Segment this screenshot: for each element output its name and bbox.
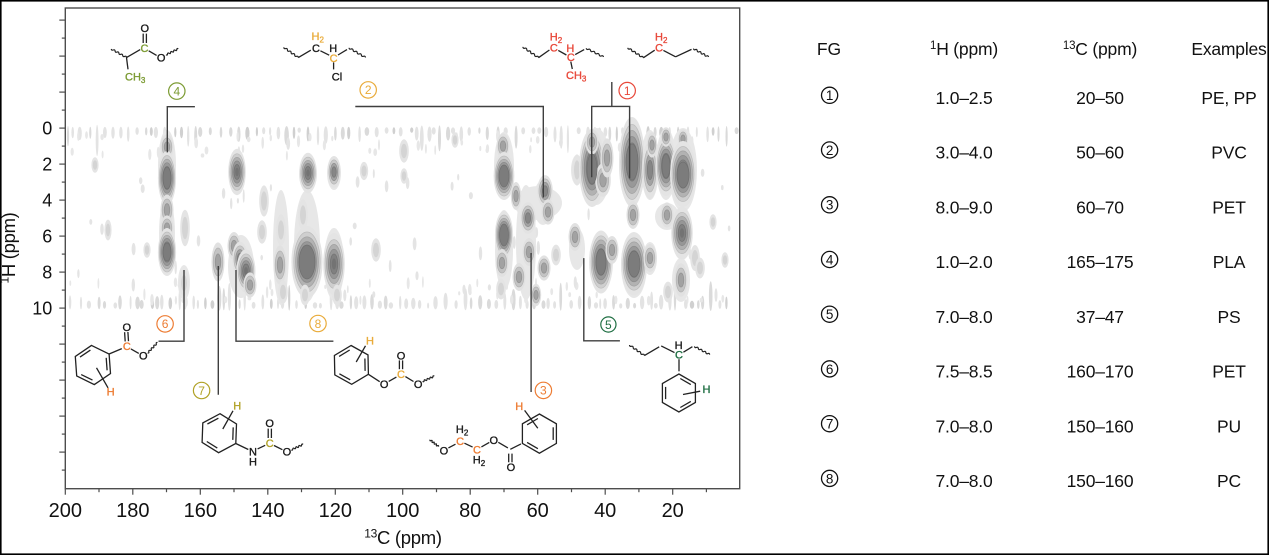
svg-text:H: H: [249, 457, 257, 469]
svg-text:150–160: 150–160: [1067, 471, 1134, 491]
svg-text:CH3: CH3: [566, 70, 587, 84]
svg-text:1: 1: [826, 88, 834, 103]
svg-text:C: C: [473, 444, 481, 456]
svg-text:7.0–8.0: 7.0–8.0: [936, 471, 993, 491]
svg-text:20: 20: [662, 500, 684, 522]
svg-text:O: O: [139, 351, 148, 363]
svg-text:160–170: 160–170: [1067, 362, 1134, 382]
svg-text:PU: PU: [1217, 416, 1241, 436]
svg-text:8.0–9.0: 8.0–9.0: [936, 197, 993, 217]
svg-text:3.0–4.0: 3.0–4.0: [936, 143, 993, 163]
svg-text:40: 40: [594, 500, 616, 522]
svg-text:3: 3: [826, 198, 834, 213]
svg-text:C: C: [141, 43, 149, 55]
svg-text:C: C: [266, 438, 274, 450]
svg-text:1H (ppm): 1H (ppm): [930, 39, 998, 59]
svg-text:O: O: [440, 445, 449, 457]
svg-text:2: 2: [826, 143, 834, 158]
svg-text:O: O: [283, 447, 292, 459]
svg-text:O: O: [123, 322, 132, 334]
svg-text:5: 5: [826, 307, 834, 322]
svg-text:0: 0: [42, 119, 52, 139]
svg-text:PVC: PVC: [1211, 143, 1246, 163]
svg-text:3: 3: [540, 384, 547, 398]
svg-text:C: C: [675, 350, 683, 362]
svg-text:6: 6: [162, 317, 169, 331]
svg-text:7.5–8.5: 7.5–8.5: [936, 362, 993, 382]
svg-text:O: O: [397, 350, 406, 362]
svg-text:H: H: [566, 43, 574, 55]
svg-text:C: C: [550, 43, 558, 55]
svg-text:10: 10: [32, 299, 52, 319]
svg-text:C: C: [655, 43, 663, 55]
svg-text:4: 4: [42, 191, 52, 211]
svg-text:PLA: PLA: [1213, 252, 1246, 272]
svg-text:PET: PET: [1212, 197, 1246, 217]
svg-text:1.0–2.0: 1.0–2.0: [936, 252, 993, 272]
svg-text:O: O: [414, 379, 423, 391]
svg-text:O: O: [157, 53, 166, 65]
svg-text:5: 5: [605, 318, 612, 332]
svg-text:2: 2: [42, 155, 52, 175]
svg-text:PC: PC: [1217, 471, 1241, 491]
svg-text:20–50: 20–50: [1076, 88, 1124, 108]
svg-text:1H (ppm): 1H (ppm): [0, 212, 19, 283]
svg-text:Examples: Examples: [1191, 39, 1267, 59]
svg-text:C: C: [397, 369, 405, 381]
svg-text:8: 8: [315, 317, 322, 331]
svg-text:6: 6: [826, 362, 834, 377]
svg-text:37–47: 37–47: [1076, 307, 1124, 327]
svg-text:6: 6: [42, 227, 52, 247]
svg-text:O: O: [141, 23, 150, 35]
svg-text:H: H: [366, 336, 374, 348]
svg-text:160: 160: [184, 500, 217, 522]
svg-text:N: N: [249, 447, 257, 459]
svg-text:H: H: [703, 384, 711, 396]
svg-text:1: 1: [624, 84, 631, 98]
svg-text:120: 120: [319, 500, 352, 522]
svg-text:FG: FG: [817, 39, 841, 59]
svg-text:7: 7: [198, 384, 205, 398]
svg-text:H: H: [233, 401, 241, 413]
svg-text:165–175: 165–175: [1067, 252, 1134, 272]
svg-text:C: C: [567, 52, 575, 64]
svg-text:8: 8: [42, 263, 52, 283]
svg-text:60: 60: [527, 500, 549, 522]
svg-text:150–160: 150–160: [1067, 416, 1134, 436]
svg-text:8: 8: [826, 471, 834, 486]
svg-text:O: O: [507, 462, 516, 474]
svg-text:O: O: [490, 435, 499, 447]
svg-text:C: C: [330, 53, 338, 65]
svg-text:O: O: [265, 418, 274, 430]
svg-text:PE, PP: PE, PP: [1201, 88, 1256, 108]
svg-text:H: H: [675, 340, 683, 352]
svg-text:80: 80: [459, 500, 481, 522]
svg-text:13C (ppm): 13C (ppm): [364, 527, 442, 549]
svg-text:H: H: [329, 43, 337, 55]
svg-text:7.0–8.0: 7.0–8.0: [936, 307, 993, 327]
svg-text:1.0–2.5: 1.0–2.5: [936, 88, 993, 108]
svg-text:O: O: [380, 379, 389, 391]
svg-text:180: 180: [116, 500, 149, 522]
svg-text:60–70: 60–70: [1076, 197, 1124, 217]
svg-text:100: 100: [386, 500, 419, 522]
svg-text:7: 7: [826, 417, 834, 432]
svg-text:200: 200: [49, 500, 82, 522]
svg-text:140: 140: [251, 500, 284, 522]
svg-text:2: 2: [365, 83, 372, 97]
svg-text:CH3: CH3: [125, 71, 146, 85]
svg-text:7.0–8.0: 7.0–8.0: [936, 416, 993, 436]
svg-text:PET: PET: [1212, 362, 1246, 382]
svg-text:H: H: [107, 386, 115, 398]
svg-text:C: C: [312, 43, 320, 55]
svg-text:PS: PS: [1218, 307, 1241, 327]
svg-text:H: H: [515, 401, 523, 413]
svg-text:4: 4: [173, 84, 180, 98]
svg-text:C: C: [456, 436, 464, 448]
svg-text:13C (ppm): 13C (ppm): [1063, 39, 1137, 59]
svg-text:Cl: Cl: [332, 72, 342, 84]
svg-text:4: 4: [826, 252, 834, 267]
svg-text:50–60: 50–60: [1076, 143, 1124, 163]
svg-text:C: C: [123, 341, 131, 353]
